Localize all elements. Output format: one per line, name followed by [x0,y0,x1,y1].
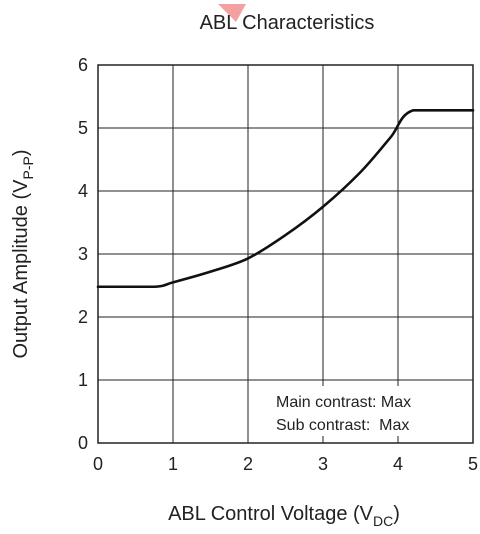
x-tick-label: 1 [168,454,178,474]
x-axis-label: ABL Control Voltage (VDC) [168,503,400,529]
chart-title: ABL Characteristics [200,12,375,34]
x-tick-label: 0 [93,454,103,474]
y-tick-label: 1 [78,370,88,390]
x-tick-label: 4 [393,454,403,474]
y-axis-label-main: Output Amplitude (V [10,179,32,359]
series-line [96,109,475,289]
plot-frame [97,64,474,444]
y-axis-label-subscript: P-P [20,156,36,179]
y-tick-label: 2 [78,307,88,327]
y-axis-ticks: 0 1 2 3 4 5 6 [78,55,88,453]
annotation-sub-contrast: Sub contrast: Max [276,417,409,434]
y-tick-label: 6 [78,55,88,75]
annotation-background [267,386,465,436]
x-axis-ticks: 0 1 2 3 4 5 [93,454,478,474]
annotation-box: Main contrast: Max Sub contrast: Max [267,386,465,436]
x-axis-label-suffix: ) [393,503,400,525]
y-axis-label-suffix: ) [10,150,32,157]
x-tick-label: 3 [318,454,328,474]
x-axis-label-main: ABL Control Voltage (V [168,503,374,525]
x-tick-label: 2 [243,454,253,474]
y-axis-label: Output Amplitude (VP-P) [10,150,36,359]
x-axis-label-subscript: DC [373,513,393,529]
y-tick-label: 3 [78,244,88,264]
y-tick-label: 5 [78,118,88,138]
annotation-main-contrast: Main contrast: Max [276,394,411,411]
x-tick-label: 5 [468,454,478,474]
y-tick-label: 4 [78,181,88,201]
y-tick-label: 0 [78,433,88,453]
grid [98,65,473,443]
logo-mark [218,4,246,22]
